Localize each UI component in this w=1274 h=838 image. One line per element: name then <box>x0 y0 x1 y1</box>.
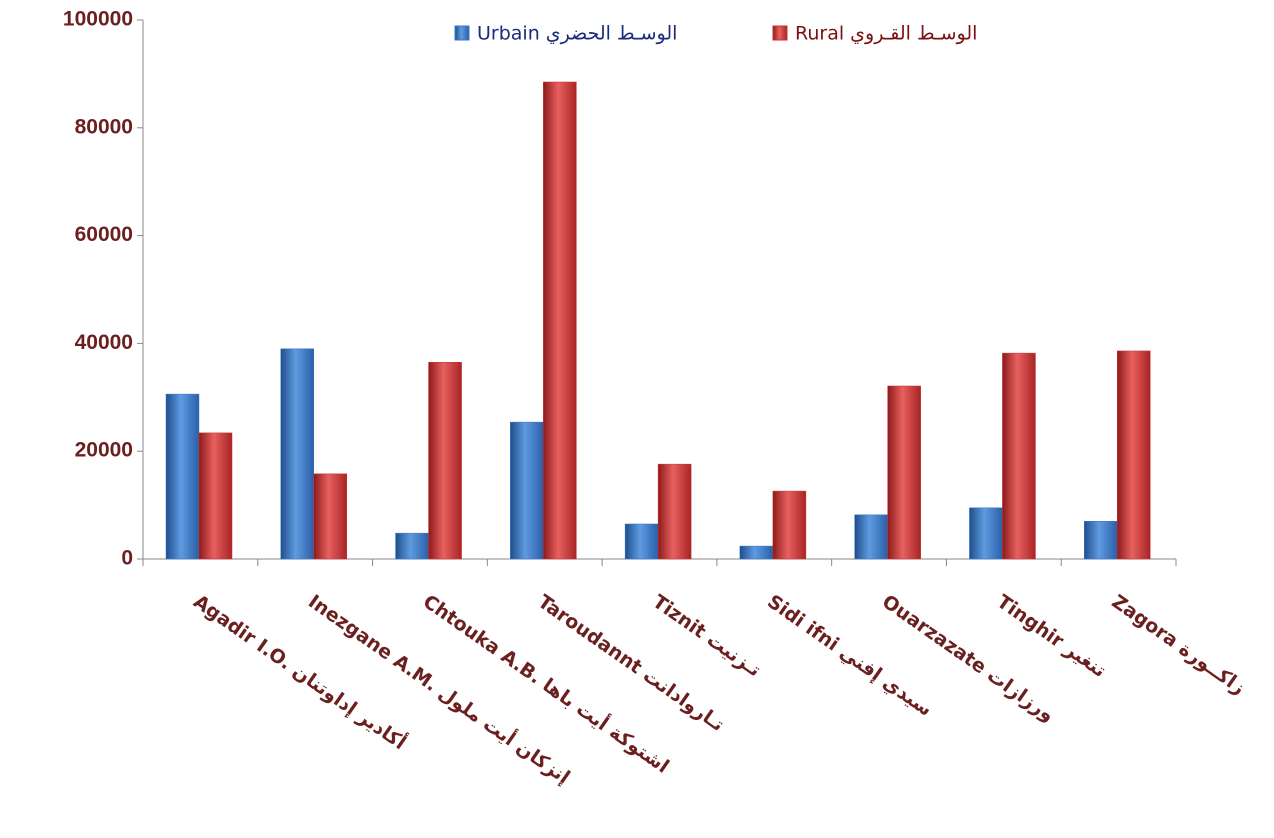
bar <box>969 507 1003 560</box>
y-tick-label: 60000 <box>75 223 133 246</box>
bar <box>510 421 544 560</box>
legend-swatch <box>454 25 470 41</box>
x-tick-label: Taroudannt تـاروادانت <box>534 591 728 736</box>
bar <box>543 81 577 560</box>
bar <box>1002 352 1036 560</box>
y-tick-label: 40000 <box>75 331 133 354</box>
legend-label: Urbain الوسـط الحضري <box>477 23 677 45</box>
bar <box>198 432 233 560</box>
bar <box>1116 350 1151 560</box>
x-tick-label: Agadir I.O. أكادير إداوتنان <box>189 589 411 754</box>
x-tick-label: Tiznit تـزنيت <box>648 591 764 682</box>
bar <box>657 463 692 560</box>
legend-swatch <box>772 25 788 41</box>
x-tick-label: Tinghir تنغير <box>993 591 1110 682</box>
bar <box>739 545 774 560</box>
bar <box>395 532 429 560</box>
y-tick-label: 0 <box>121 547 133 570</box>
bar <box>165 393 200 560</box>
y-tick-label: 20000 <box>75 439 133 462</box>
bar <box>624 523 659 560</box>
bar <box>313 473 348 560</box>
bar <box>428 362 462 560</box>
x-tick-label: Zagora زاكــورة <box>1108 591 1250 699</box>
bar <box>280 348 315 560</box>
bar <box>887 385 921 560</box>
bar <box>854 514 888 560</box>
bar <box>1083 521 1118 560</box>
y-tick-label: 80000 <box>75 115 133 138</box>
legend-label: Rural الوسـط القـروي <box>795 23 977 45</box>
bar <box>772 490 807 560</box>
y-tick-label: 100000 <box>63 8 133 31</box>
